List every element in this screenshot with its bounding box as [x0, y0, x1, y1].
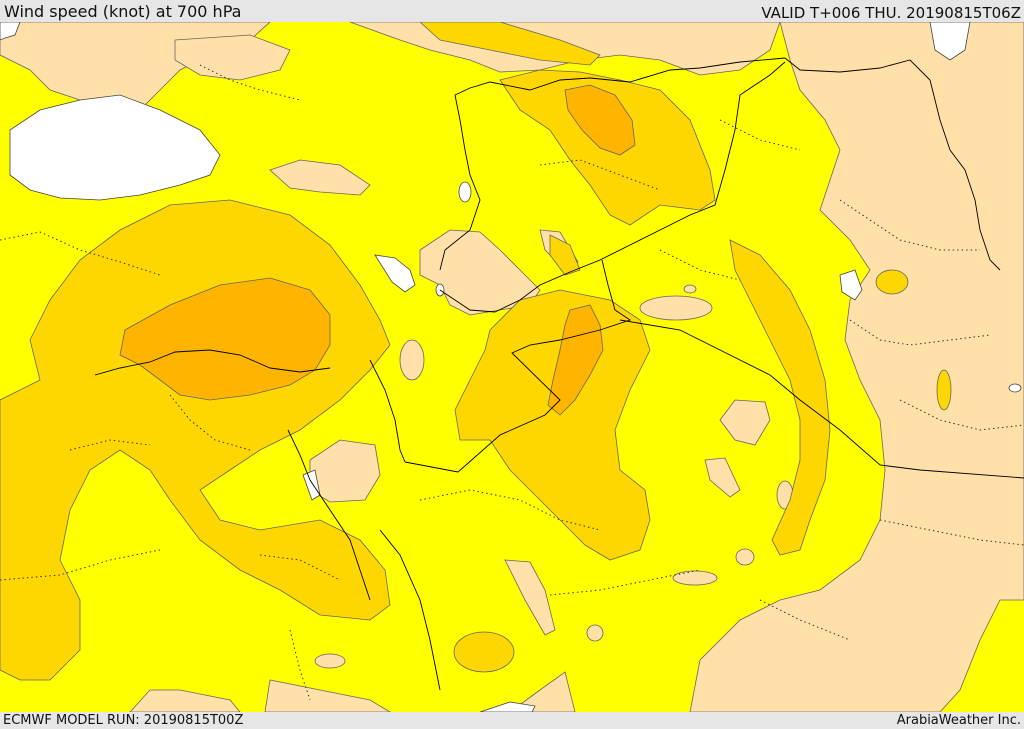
- lake-van: [929, 22, 971, 61]
- border-sinai-coast: [287, 429, 371, 601]
- border-israel-lebanon: [439, 289, 496, 313]
- border-syria-iraq: [494, 61, 786, 313]
- low-wind-blob-8: [586, 624, 604, 642]
- med-coast-water: [374, 254, 416, 293]
- caspian-edge: [1008, 383, 1022, 393]
- dotted-14: [759, 599, 851, 641]
- border-egypt-sudan: [379, 529, 441, 691]
- low-wind-south: [264, 679, 391, 712]
- black-sea-edge: [0, 22, 21, 41]
- highest-wind-syria: [564, 84, 636, 156]
- low-wind-blob-5: [735, 548, 755, 566]
- lake-tuz: [9, 94, 221, 201]
- high-wind-blob-4: [549, 234, 581, 276]
- border-jordan-saudi: [404, 259, 632, 473]
- border-coastline-turkey-south: [94, 349, 331, 376]
- low-wind-blob-1: [639, 295, 713, 321]
- water-bodies: [0, 22, 1022, 712]
- title-bar: [0, 0, 1024, 22]
- dotted-3: [0, 549, 161, 581]
- lake-urmia: [839, 269, 863, 301]
- border-lebanon-syria: [439, 94, 481, 271]
- brand-credit: ArabiaWeather Inc.: [896, 713, 1021, 728]
- low-wind-blob-7: [504, 559, 556, 636]
- model-run: ECMWF MODEL RUN: 20190815T00Z: [3, 713, 244, 728]
- red-sea-edge: [479, 701, 536, 712]
- dotted-10: [839, 199, 980, 251]
- chart-title: Wind speed (knot) at 700 hPa: [4, 2, 242, 21]
- low-wind-blob-3: [704, 457, 741, 498]
- border-turkey-syria: [454, 57, 786, 96]
- low-wind-blob-10: [683, 284, 697, 294]
- low-wind-south-sw: [129, 689, 241, 712]
- border-egypt-israel: [369, 359, 406, 463]
- dotted-1: [0, 231, 161, 276]
- high-wind-iraq-strip: [729, 239, 831, 556]
- dotted-4: [169, 394, 251, 451]
- valid-time: VALID T+006 THU. 20190815T06Z: [761, 4, 1021, 22]
- dotted-17: [69, 439, 151, 451]
- low-wind-east: [689, 22, 1024, 712]
- dotted-12: [899, 399, 1024, 431]
- dotted-7: [549, 569, 701, 596]
- low-wind-cyprus: [269, 159, 371, 196]
- border-turkey-iran: [784, 57, 1001, 271]
- high-wind-blob-2: [936, 369, 952, 411]
- high-wind-north-strip: [419, 22, 601, 66]
- low-wind-blob-11: [399, 339, 425, 381]
- high-wind-jordan: [454, 289, 651, 561]
- dotted-9: [719, 119, 801, 151]
- low-wind-blob-2: [719, 399, 771, 446]
- province-borders: [0, 64, 1024, 701]
- low-wind-blob-6: [672, 570, 718, 586]
- dotted-15: [289, 629, 311, 701]
- low-wind-northwest-2: [174, 34, 291, 81]
- footer-bar: [0, 712, 1024, 729]
- dotted-2: [199, 64, 301, 101]
- wind-speed-map: [0, 22, 1024, 712]
- low-wind-areas: [0, 22, 1024, 712]
- low-wind-blob-9: [314, 653, 346, 669]
- dotted-16: [659, 249, 741, 281]
- country-borders: [94, 57, 1024, 691]
- low-wind-south-2: [509, 671, 576, 712]
- high-wind-blob-1: [453, 631, 515, 673]
- border-iraq-saudi: [619, 319, 1024, 479]
- sea-of-galilee: [458, 181, 472, 203]
- dotted-8: [539, 159, 661, 191]
- high-wind-blob-3: [875, 269, 909, 295]
- highest-wind-med: [119, 277, 331, 401]
